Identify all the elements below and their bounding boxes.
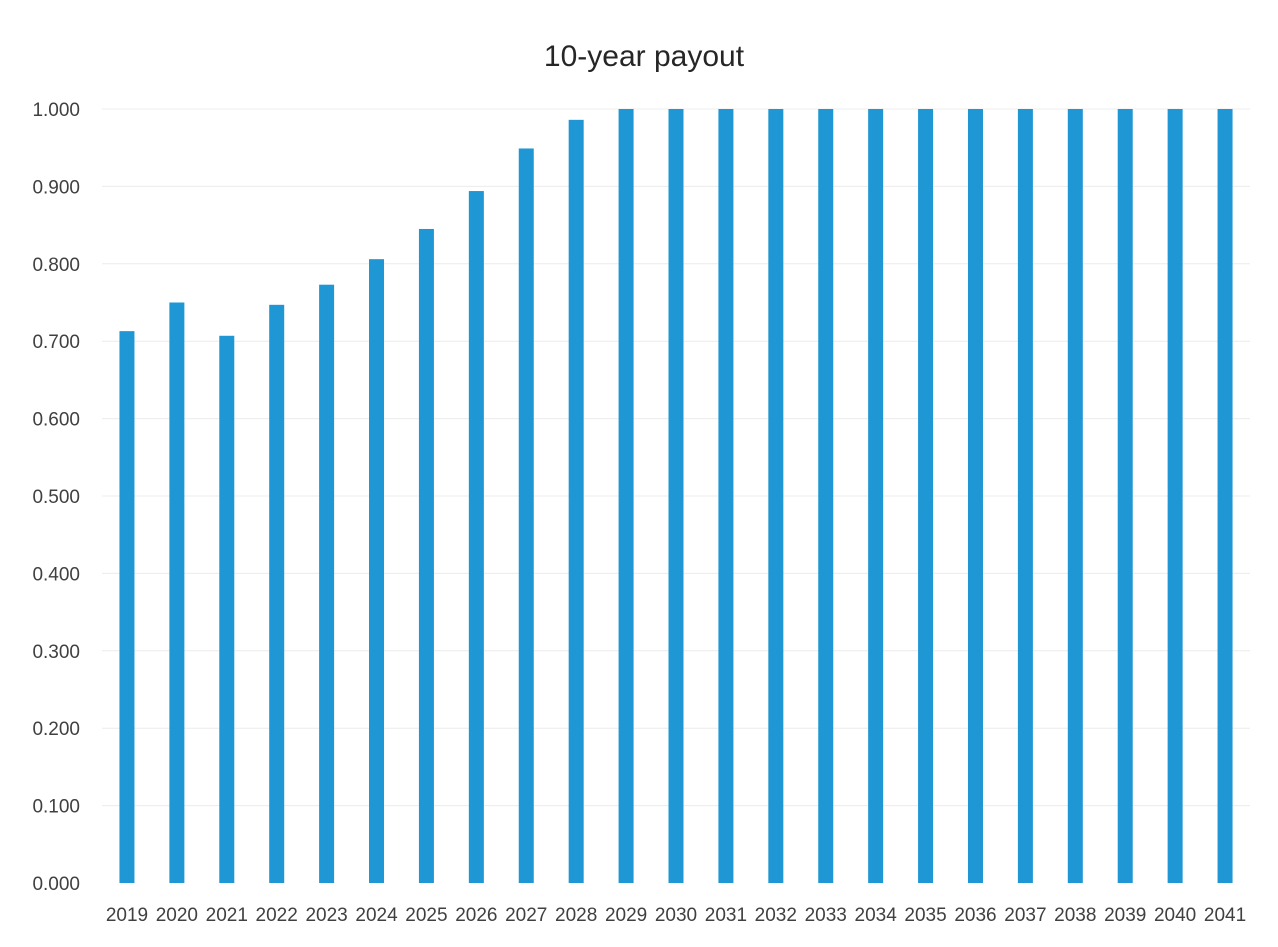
bar-2029 xyxy=(618,109,634,883)
bar-2035 xyxy=(918,109,934,883)
y-tick-label: 0.800 xyxy=(32,255,80,276)
bar-2024 xyxy=(369,259,385,883)
y-tick-label: 0.400 xyxy=(32,564,80,585)
x-tick-label: 2028 xyxy=(555,905,597,926)
bar-2025 xyxy=(418,228,434,884)
x-tick-label: 2030 xyxy=(655,905,697,926)
bar-2023 xyxy=(319,284,335,883)
y-tick-label: 0.200 xyxy=(32,719,80,740)
bar-2027 xyxy=(518,148,534,883)
y-tick-label: 0.500 xyxy=(32,487,80,508)
bar-2040 xyxy=(1167,109,1183,883)
bars xyxy=(119,109,1233,884)
bar-2031 xyxy=(718,109,734,883)
y-tick-label: 0.000 xyxy=(32,874,80,895)
x-tick-label: 2038 xyxy=(1054,905,1096,926)
bar-2038 xyxy=(1067,109,1083,883)
bar-2021 xyxy=(219,335,235,884)
x-tick-label: 2039 xyxy=(1104,905,1146,926)
y-tick-label: 0.600 xyxy=(32,410,80,431)
x-tick-label: 2033 xyxy=(805,905,847,926)
x-tick-label: 2041 xyxy=(1204,905,1246,926)
bar-2022 xyxy=(269,304,285,883)
bar-2030 xyxy=(668,109,684,883)
x-tick-label: 2036 xyxy=(954,905,996,926)
x-axis: 2019 2020 2021 2022 2023 2024 2025 2026 2027 2028… xyxy=(106,905,1246,926)
x-tick-label: 2019 xyxy=(106,905,148,926)
x-tick-label: 2040 xyxy=(1154,905,1196,926)
y-tick-label: 1.000 xyxy=(32,100,80,121)
x-tick-label: 2021 xyxy=(206,905,248,926)
x-tick-label: 2029 xyxy=(605,905,647,926)
x-tick-label: 2024 xyxy=(355,905,398,926)
x-tick-label: 2027 xyxy=(505,905,547,926)
bar-2032 xyxy=(768,109,784,883)
bar-2026 xyxy=(468,191,484,883)
x-tick-label: 2031 xyxy=(705,905,747,926)
y-tick-label: 0.900 xyxy=(32,177,80,198)
bar-2034 xyxy=(868,109,884,883)
x-tick-label: 2022 xyxy=(256,905,298,926)
bar-2041 xyxy=(1217,109,1233,883)
bar-2033 xyxy=(818,109,834,883)
y-tick-label: 0.300 xyxy=(32,642,80,663)
bar-2039 xyxy=(1117,109,1133,883)
chart-title: 10-year payout xyxy=(544,40,745,73)
y-axis: 0.000 0.100 0.200 0.300 0.400 0.500 0.600 0.700… xyxy=(32,100,80,895)
y-tick-label: 0.700 xyxy=(32,332,80,353)
y-tick-label: 0.100 xyxy=(32,797,80,818)
bar-2019 xyxy=(119,331,135,883)
x-tick-label: 2032 xyxy=(755,905,797,926)
bar-2037 xyxy=(1017,109,1033,883)
x-tick-label: 2026 xyxy=(455,905,497,926)
x-tick-label: 2037 xyxy=(1004,905,1046,926)
x-tick-label: 2023 xyxy=(305,905,347,926)
x-tick-label: 2020 xyxy=(156,905,198,926)
x-tick-label: 2035 xyxy=(904,905,946,926)
bar-2036 xyxy=(967,109,983,883)
x-tick-label: 2034 xyxy=(855,905,898,926)
bar-2028 xyxy=(568,119,584,883)
x-tick-label: 2025 xyxy=(405,905,447,926)
bar-2020 xyxy=(169,302,185,883)
